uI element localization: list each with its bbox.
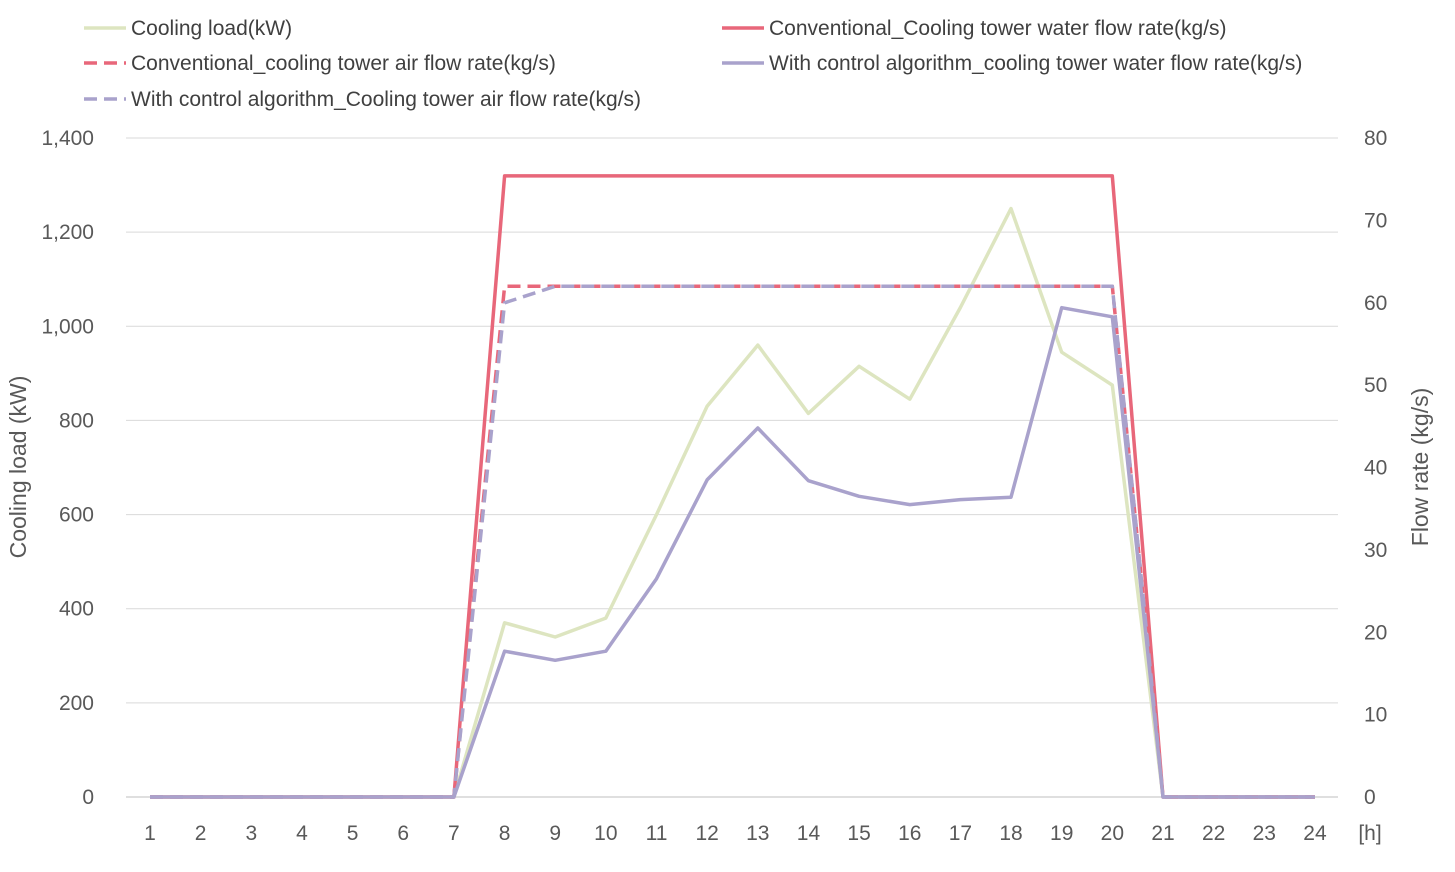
legend-item: Conventional_Cooling tower water flow ra… [722, 17, 1227, 40]
legend-label: Cooling load(kW) [131, 17, 292, 40]
legend: Cooling load(kW) Conventional_Cooling tow… [84, 17, 1302, 111]
legend-label: Conventional_Cooling tower water flow ra… [769, 17, 1227, 40]
x-axis-unit: [h] [1358, 822, 1381, 845]
legend-item: With control algorithm_cooling tower wat… [722, 52, 1302, 75]
x-tick-label: 4 [296, 822, 308, 845]
legend-item: Cooling load(kW) [84, 17, 292, 40]
right-tick-label: 0 [1364, 786, 1376, 809]
legend-label: With control algorithm_Cooling tower air… [131, 88, 641, 111]
right-tick-label: 70 [1364, 209, 1387, 232]
right-tick-label: 50 [1364, 374, 1387, 397]
left-tick-label: 1,000 [41, 315, 94, 338]
x-tick-label: 12 [695, 822, 718, 845]
left-axis-ticks: 0 200 400 600 800 1,000 1,200 1,400 [41, 127, 94, 809]
right-tick-label: 80 [1364, 127, 1387, 150]
x-tick-label: 17 [949, 822, 972, 845]
series-line-4 [150, 305, 1315, 799]
x-tick-label: 5 [347, 822, 359, 845]
x-tick-label: 24 [1303, 822, 1327, 845]
x-axis-ticks: 1 2 3 4 5 6 7 8 9 10 11 12 13 14 15 16 17 18 19 20 21 22 23 24 [144, 822, 1327, 845]
x-tick-label: 2 [195, 822, 207, 845]
legend-item: With control algorithm_Cooling tower air… [84, 88, 641, 111]
series-line-3 [150, 284, 1315, 799]
right-tick-label: 60 [1364, 292, 1387, 315]
right-tick-label: 30 [1364, 539, 1387, 562]
x-tick-label: 21 [1151, 822, 1174, 845]
x-tick-label: 15 [847, 822, 870, 845]
series-line-2 [150, 174, 1315, 799]
series-lines [150, 174, 1315, 799]
x-tick-label: 6 [397, 822, 409, 845]
x-tick-label: 8 [499, 822, 511, 845]
x-tick-label: 22 [1202, 822, 1225, 845]
right-axis-ticks: 0 10 20 30 40 50 60 70 80 [1364, 127, 1387, 809]
left-axis-title: Cooling load (kW) [5, 376, 31, 559]
left-tick-label: 600 [59, 504, 94, 527]
legend-label: With control algorithm_cooling tower wat… [769, 52, 1302, 75]
x-tick-label: 13 [746, 822, 769, 845]
left-tick-label: 1,200 [41, 221, 94, 244]
x-tick-label: 20 [1101, 822, 1124, 845]
left-tick-label: 800 [59, 409, 94, 432]
x-tick-label: 10 [594, 822, 617, 845]
x-tick-label: 3 [245, 822, 257, 845]
x-tick-label: 7 [448, 822, 460, 845]
x-tick-label: 9 [549, 822, 561, 845]
x-tick-label: 1 [144, 822, 156, 845]
x-tick-label: 23 [1253, 822, 1276, 845]
gridlines [126, 137, 1338, 798]
right-tick-label: 40 [1364, 457, 1387, 480]
x-tick-label: 19 [1050, 822, 1073, 845]
legend-label: Conventional_cooling tower air flow rate… [131, 52, 556, 75]
x-tick-label: 11 [646, 822, 668, 845]
left-tick-label: 1,400 [41, 127, 94, 150]
right-tick-label: 20 [1364, 621, 1387, 644]
left-tick-label: 200 [59, 692, 94, 715]
x-tick-label: 16 [898, 822, 921, 845]
left-tick-label: 0 [82, 786, 94, 809]
series-line-5 [150, 284, 1315, 799]
right-axis-title: Flow rate (kg/s) [1407, 388, 1433, 546]
legend-item: Conventional_cooling tower air flow rate… [84, 52, 556, 75]
x-tick-label: 18 [999, 822, 1022, 845]
right-tick-label: 10 [1364, 704, 1387, 727]
left-tick-label: 400 [59, 598, 94, 621]
x-tick-label: 14 [797, 822, 821, 845]
